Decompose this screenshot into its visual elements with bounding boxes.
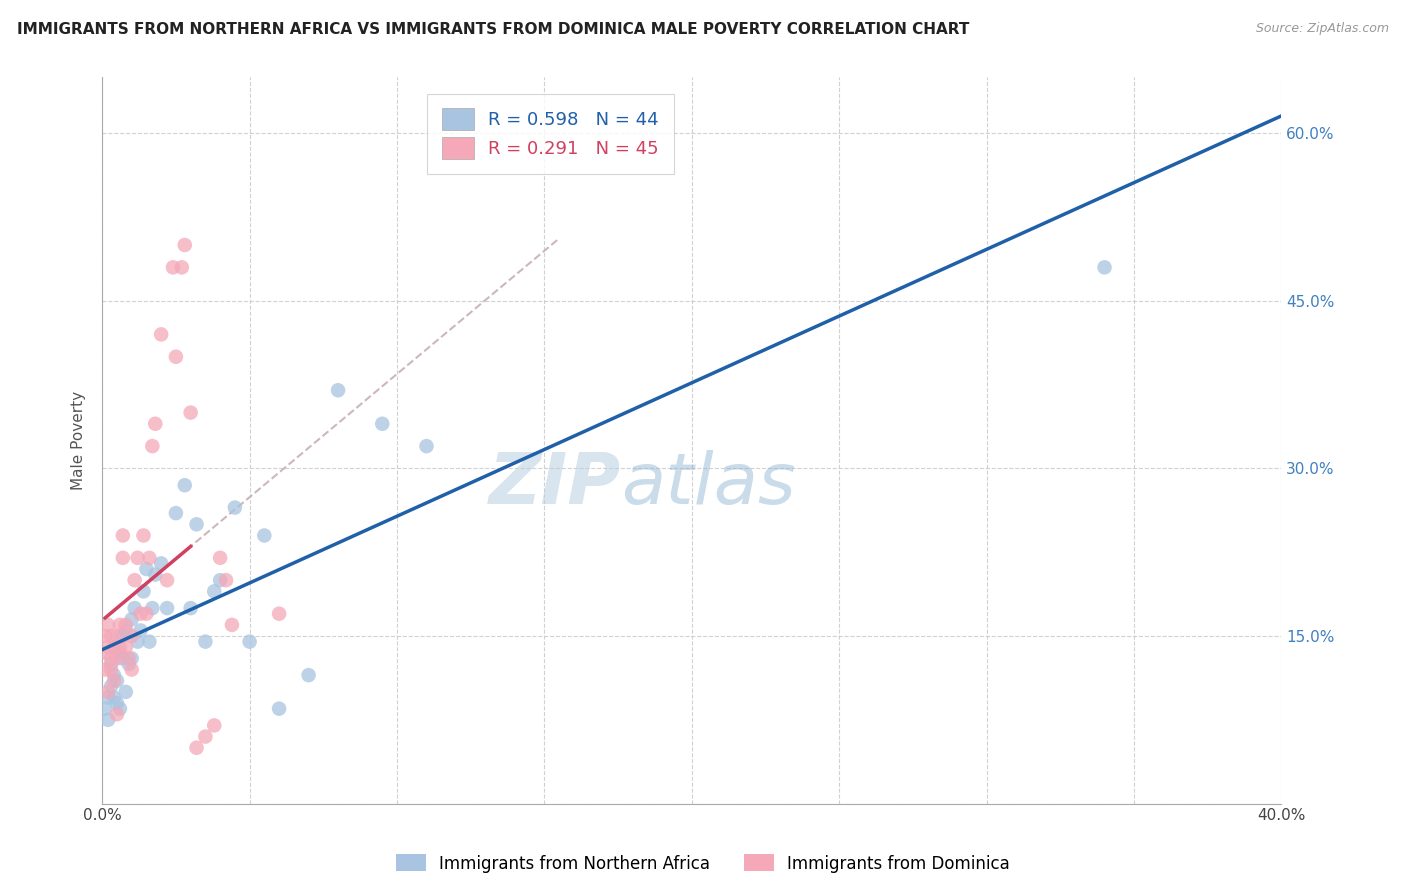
Point: [129, 624, 152, 638]
Point: [97, 618, 120, 632]
Point: [97, 713, 120, 727]
Point: [114, 618, 136, 632]
Legend: R = 0.598   N = 44, R = 0.291   N = 45: R = 0.598 N = 44, R = 0.291 N = 45: [427, 94, 673, 174]
Point: [114, 624, 136, 638]
Point: [239, 634, 262, 648]
Point: [127, 550, 149, 565]
Point: [132, 584, 155, 599]
Point: [132, 528, 155, 542]
Point: [180, 406, 202, 420]
Point: [165, 350, 187, 364]
Point: [105, 651, 128, 665]
Point: [111, 629, 134, 643]
Point: [118, 651, 141, 665]
Point: [162, 260, 184, 275]
Point: [108, 618, 131, 632]
Point: [156, 573, 179, 587]
Point: [221, 618, 243, 632]
Point: [150, 327, 173, 342]
Point: [103, 640, 125, 655]
Point: [209, 573, 232, 587]
Point: [165, 506, 187, 520]
Point: [105, 629, 128, 643]
Point: [253, 528, 276, 542]
Point: [135, 562, 157, 576]
Point: [114, 640, 136, 655]
Point: [1094, 260, 1116, 275]
Point: [141, 439, 163, 453]
Point: [94, 701, 117, 715]
Point: [194, 730, 217, 744]
Point: [173, 478, 195, 492]
Point: [326, 384, 349, 398]
Point: [141, 601, 163, 615]
Point: [94, 629, 117, 643]
Point: [143, 567, 166, 582]
Text: ZIP: ZIP: [489, 450, 621, 518]
Point: [103, 673, 125, 688]
Text: IMMIGRANTS FROM NORTHERN AFRICA VS IMMIGRANTS FROM DOMINICA MALE POVERTY CORRELA: IMMIGRANTS FROM NORTHERN AFRICA VS IMMIG…: [17, 22, 969, 37]
Point: [94, 663, 117, 677]
Point: [100, 657, 122, 671]
Point: [100, 629, 122, 643]
Point: [415, 439, 437, 453]
Point: [209, 550, 232, 565]
Point: [94, 646, 117, 660]
Point: [121, 651, 143, 665]
Point: [186, 517, 208, 532]
Point: [97, 690, 120, 705]
Point: [100, 663, 122, 677]
Point: [202, 584, 225, 599]
Point: [108, 646, 131, 660]
Point: [114, 685, 136, 699]
Point: [202, 718, 225, 732]
Legend: Immigrants from Northern Africa, Immigrants from Dominica: Immigrants from Northern Africa, Immigra…: [389, 847, 1017, 880]
Point: [135, 607, 157, 621]
Point: [180, 601, 202, 615]
Point: [138, 550, 160, 565]
Point: [150, 557, 173, 571]
Point: [267, 607, 290, 621]
Point: [100, 679, 122, 693]
Point: [143, 417, 166, 431]
Point: [103, 668, 125, 682]
Point: [118, 657, 141, 671]
Point: [105, 707, 128, 722]
Point: [111, 651, 134, 665]
Point: [121, 663, 143, 677]
Point: [267, 701, 290, 715]
Point: [194, 634, 217, 648]
Point: [121, 629, 143, 643]
Point: [111, 528, 134, 542]
Point: [105, 696, 128, 710]
Point: [97, 640, 120, 655]
Point: [215, 573, 238, 587]
Point: [297, 668, 319, 682]
Text: Source: ZipAtlas.com: Source: ZipAtlas.com: [1256, 22, 1389, 36]
Point: [127, 634, 149, 648]
Point: [105, 673, 128, 688]
Point: [173, 238, 195, 252]
Point: [97, 685, 120, 699]
Point: [156, 601, 179, 615]
Text: atlas: atlas: [621, 450, 796, 518]
Point: [111, 550, 134, 565]
Point: [138, 634, 160, 648]
Point: [170, 260, 193, 275]
Point: [108, 701, 131, 715]
Point: [124, 601, 146, 615]
Point: [129, 607, 152, 621]
Point: [100, 651, 122, 665]
Point: [371, 417, 394, 431]
Point: [103, 690, 125, 705]
Point: [124, 573, 146, 587]
Point: [121, 612, 143, 626]
Point: [186, 740, 208, 755]
Point: [224, 500, 246, 515]
Y-axis label: Male Poverty: Male Poverty: [72, 391, 86, 490]
Point: [108, 640, 131, 655]
